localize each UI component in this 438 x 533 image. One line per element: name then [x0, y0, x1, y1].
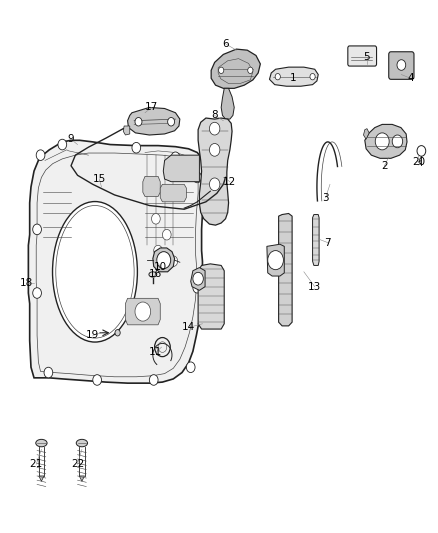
Circle shape	[310, 74, 315, 80]
Circle shape	[169, 256, 178, 266]
Text: 5: 5	[364, 52, 370, 62]
Polygon shape	[127, 108, 180, 135]
Circle shape	[219, 67, 224, 74]
Text: 13: 13	[308, 281, 321, 292]
Polygon shape	[125, 298, 160, 325]
Text: 7: 7	[325, 238, 331, 248]
Circle shape	[171, 152, 180, 163]
Circle shape	[162, 229, 171, 240]
Text: 20: 20	[413, 157, 426, 166]
Circle shape	[149, 375, 158, 385]
Polygon shape	[39, 476, 44, 481]
Text: 18: 18	[20, 278, 33, 288]
Text: 19: 19	[86, 330, 99, 341]
Circle shape	[397, 60, 406, 70]
Circle shape	[209, 178, 220, 191]
Polygon shape	[123, 126, 130, 135]
Polygon shape	[160, 184, 186, 202]
Circle shape	[193, 282, 201, 293]
Ellipse shape	[53, 201, 138, 342]
Polygon shape	[28, 140, 206, 383]
Circle shape	[375, 133, 389, 150]
Polygon shape	[313, 215, 319, 265]
Text: 15: 15	[93, 174, 106, 184]
Circle shape	[275, 74, 280, 80]
Circle shape	[135, 302, 151, 321]
Polygon shape	[143, 176, 160, 197]
Ellipse shape	[76, 439, 88, 447]
Text: 2: 2	[381, 161, 388, 171]
Ellipse shape	[149, 272, 157, 277]
Circle shape	[93, 375, 102, 385]
Text: 16: 16	[149, 270, 162, 279]
Polygon shape	[191, 268, 205, 290]
Polygon shape	[365, 124, 407, 158]
Text: 14: 14	[182, 322, 195, 333]
Polygon shape	[198, 118, 232, 225]
Text: 9: 9	[68, 134, 74, 144]
Polygon shape	[269, 67, 318, 86]
Text: 21: 21	[30, 459, 43, 469]
Polygon shape	[211, 49, 260, 88]
Circle shape	[36, 150, 45, 160]
Circle shape	[268, 251, 283, 270]
Polygon shape	[163, 155, 199, 182]
Circle shape	[44, 367, 53, 378]
Polygon shape	[267, 244, 284, 276]
Circle shape	[135, 117, 142, 126]
Text: 8: 8	[212, 110, 218, 120]
Circle shape	[157, 252, 171, 269]
Circle shape	[154, 245, 162, 256]
Polygon shape	[279, 214, 292, 326]
Circle shape	[392, 135, 403, 148]
Text: 11: 11	[149, 348, 162, 358]
Text: 1: 1	[290, 73, 296, 83]
Text: 6: 6	[222, 39, 229, 49]
Circle shape	[209, 122, 220, 135]
Circle shape	[58, 139, 67, 150]
Circle shape	[193, 172, 201, 183]
Circle shape	[186, 362, 195, 373]
Polygon shape	[364, 128, 369, 139]
Polygon shape	[79, 476, 85, 481]
Circle shape	[132, 142, 141, 153]
Circle shape	[248, 67, 253, 74]
Circle shape	[193, 272, 203, 285]
Circle shape	[115, 329, 120, 336]
Polygon shape	[198, 264, 224, 329]
Circle shape	[33, 288, 42, 298]
Circle shape	[33, 224, 42, 235]
Text: 4: 4	[407, 73, 414, 83]
FancyBboxPatch shape	[348, 46, 377, 66]
Text: 3: 3	[322, 192, 329, 203]
Polygon shape	[153, 248, 175, 272]
Text: 22: 22	[71, 459, 84, 469]
Polygon shape	[221, 88, 234, 119]
FancyBboxPatch shape	[389, 52, 414, 79]
Circle shape	[152, 214, 160, 224]
Text: 12: 12	[223, 176, 237, 187]
Circle shape	[168, 117, 175, 126]
Text: 10: 10	[154, 262, 167, 271]
Text: 17: 17	[145, 102, 158, 112]
Ellipse shape	[36, 439, 47, 447]
Circle shape	[209, 143, 220, 156]
